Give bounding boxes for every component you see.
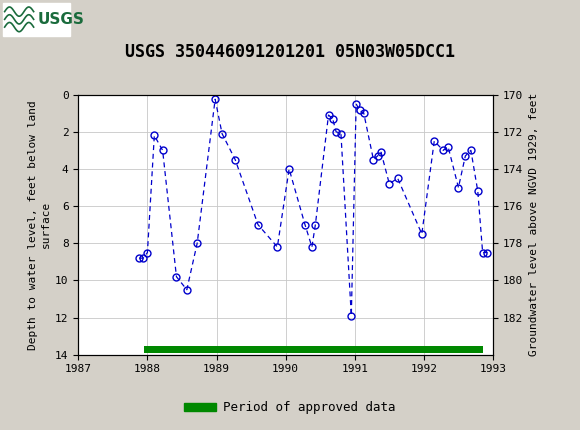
Text: USGS 350446091201201 05N03W05DCC1: USGS 350446091201201 05N03W05DCC1 <box>125 43 455 61</box>
Bar <box>144 346 483 353</box>
Legend: Period of approved data: Period of approved data <box>179 396 401 419</box>
Y-axis label: Groundwater level above NGVD 1929, feet: Groundwater level above NGVD 1929, feet <box>528 93 538 356</box>
Text: USGS: USGS <box>38 12 85 27</box>
Y-axis label: Depth to water level, feet below land
surface: Depth to water level, feet below land su… <box>28 100 51 350</box>
FancyBboxPatch shape <box>3 3 70 36</box>
